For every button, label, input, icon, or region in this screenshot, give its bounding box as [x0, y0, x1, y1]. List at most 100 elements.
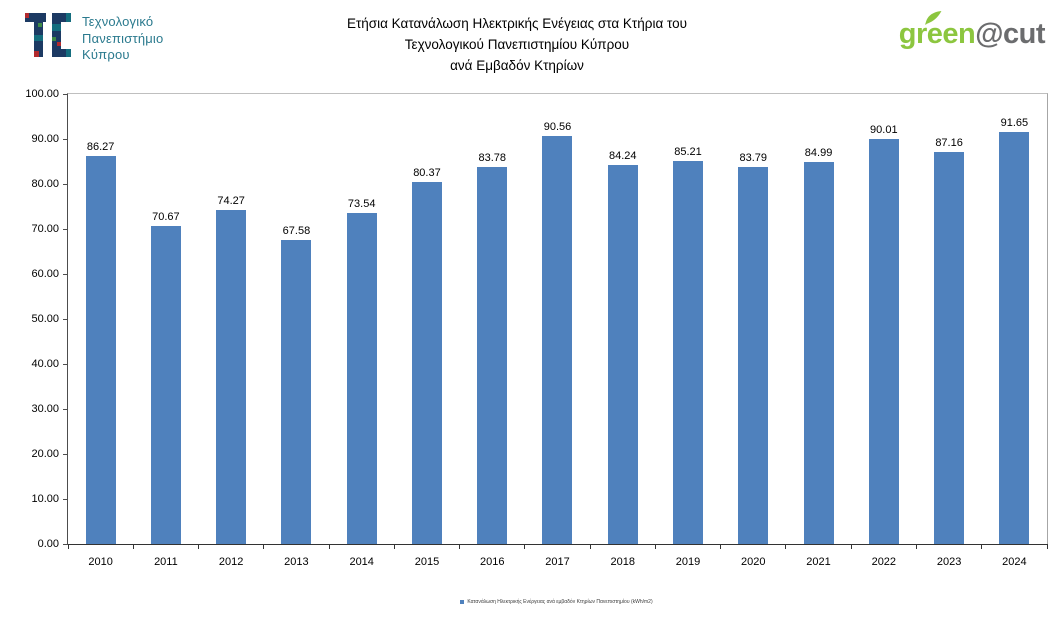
x-axis-category-label: 2010 [88, 556, 113, 568]
bar [803, 161, 834, 544]
bar-group: 84.24 2018 [590, 94, 655, 568]
greencut-logo-green-text: green [898, 18, 976, 50]
bar-group: 67.58 2013 [264, 94, 329, 568]
y-axis-tick-label: 40.00 [31, 358, 59, 370]
x-axis-tick-mark [328, 544, 330, 549]
bar [346, 213, 377, 544]
y-axis-tick-mark [63, 138, 68, 140]
plot-area: 0.00 10.00 20.00 30.00 40.00 50.00 60.00 70.00 8… [25, 88, 1048, 568]
bar [216, 209, 247, 544]
y-axis-tick-label: 100.00 [25, 88, 59, 100]
y-axis-tick-mark [63, 363, 68, 365]
x-axis-tick-mark [132, 544, 134, 549]
bar-group: 91.65 2024 [982, 94, 1047, 568]
bar-value-label: 83.78 [478, 152, 506, 164]
y-axis-tick-mark [63, 183, 68, 185]
y-axis-tick-mark [63, 498, 68, 500]
x-axis-category-label: 2016 [479, 556, 505, 568]
bar-series: 86.27 2010 70.67 2011 74.27 2012 67.58 2013 73.5… [68, 94, 1047, 568]
y-axis-tick-mark [63, 93, 68, 95]
bar [477, 167, 508, 544]
x-axis-category-label: 2023 [936, 556, 962, 568]
bar [738, 166, 769, 544]
university-name: Τεχνολογικό Πανεπιστήμιο Κύπρου [82, 11, 163, 64]
bar [150, 226, 181, 544]
bar [542, 136, 573, 544]
university-logo: Τεχνολογικό Πανεπιστήμιο Κύπρου [25, 11, 163, 64]
bar-value-label: 84.24 [608, 149, 637, 162]
bar-group: 73.54 2014 [329, 94, 394, 568]
chart-legend: Κατανάλωση Ηλεκτρικής Ενέργειας ανά εμβα… [67, 598, 1046, 606]
chart-title-line-1: Ετήσια Κατανάλωση Ηλεκτρικής Ενέγειας στ… [346, 16, 688, 31]
x-axis-category-label: 2015 [414, 556, 440, 568]
bar [868, 138, 899, 544]
x-axis-tick-mark [720, 544, 722, 549]
leaf-icon [924, 10, 942, 25]
bar [673, 160, 704, 544]
x-axis-tick-mark [524, 544, 526, 549]
university-name-line: Κύπρου [82, 47, 130, 62]
x-axis-tick-mark [850, 544, 852, 549]
university-name-line: Πανεπιστήμιο [82, 30, 164, 46]
bar-value-label: 84.99 [804, 146, 833, 159]
bar-group: 90.56 2017 [525, 94, 590, 568]
x-axis-tick-mark [589, 544, 591, 549]
y-axis-tick-label: 90.00 [31, 133, 59, 145]
x-axis-category-label: 2022 [871, 556, 897, 568]
chart-title-line-2: Τεχνολογικού Πανεπιστημίου Κύπρου [404, 37, 630, 52]
x-axis-tick-mark [915, 544, 917, 549]
y-axis-tick-label: 10.00 [31, 493, 59, 505]
x-axis-tick-mark [785, 544, 787, 549]
x-axis-tick-mark [654, 544, 656, 549]
y-axis-tick-label: 0.00 [37, 538, 59, 550]
bar [281, 239, 312, 544]
bar-value-label: 91.65 [1000, 116, 1029, 129]
bar-group: 74.27 2012 [199, 94, 264, 568]
bar-value-label: 70.67 [152, 211, 180, 223]
chart-title: Ετήσια Κατανάλωση Ηλεκτρικής Ενέγειας στ… [0, 13, 1034, 76]
x-axis-category-label: 2019 [675, 556, 701, 568]
bar-value-label: 86.27 [86, 140, 115, 153]
bar-group: 86.27 2010 [68, 94, 133, 568]
y-axis-tick-label: 30.00 [31, 403, 59, 415]
bar-group: 70.67 2011 [133, 94, 198, 568]
bar-value-label: 74.27 [217, 194, 245, 207]
x-axis-category-label: 2020 [741, 556, 766, 568]
bar-group: 80.37 2015 [394, 94, 459, 568]
bar-value-label: 85.21 [674, 145, 702, 158]
y-axis-tick-label: 50.00 [31, 313, 59, 325]
x-axis-category-label: 2024 [1002, 556, 1027, 568]
greencut-logo: green@cut [898, 10, 1045, 50]
x-axis-category-label: 2012 [218, 556, 244, 568]
x-axis-tick-mark [67, 544, 69, 549]
x-axis-tick-mark [393, 544, 395, 549]
y-axis-tick-label: 80.00 [31, 178, 59, 190]
bar [411, 182, 442, 544]
x-axis-tick-mark [981, 544, 983, 549]
x-axis-category-label: 2014 [349, 556, 374, 568]
bar-value-label: 87.16 [935, 136, 963, 149]
bar-group: 87.16 2023 [916, 94, 981, 568]
greencut-logo-cut-text: @cut [975, 18, 1045, 50]
x-axis-category-label: 2017 [545, 556, 570, 568]
y-axis-tick-mark [63, 318, 68, 320]
bar-value-label: 83.79 [739, 151, 768, 164]
bar [607, 164, 638, 544]
bar-value-label: 73.54 [347, 198, 376, 211]
bar [85, 155, 116, 544]
y-axis-tick-mark [63, 228, 68, 230]
legend-label: Κατανάλωση Ηλεκτρικής Ενέργειας ανά εμβα… [467, 599, 653, 605]
bar-group: 83.78 2016 [460, 94, 525, 568]
y-axis-tick-label: 70.00 [31, 223, 59, 235]
x-axis-tick-mark [263, 544, 265, 549]
x-axis-category-label: 2013 [284, 556, 309, 568]
bar [934, 151, 965, 544]
x-axis-tick-mark [1046, 544, 1048, 549]
x-axis-tick-mark [198, 544, 200, 549]
bar [999, 131, 1030, 544]
bar-group: 84.99 2021 [786, 94, 851, 568]
x-axis-category-label: 2011 [154, 556, 178, 568]
x-axis-category-label: 2021 [806, 556, 831, 568]
bar-group: 90.01 2022 [851, 94, 916, 568]
